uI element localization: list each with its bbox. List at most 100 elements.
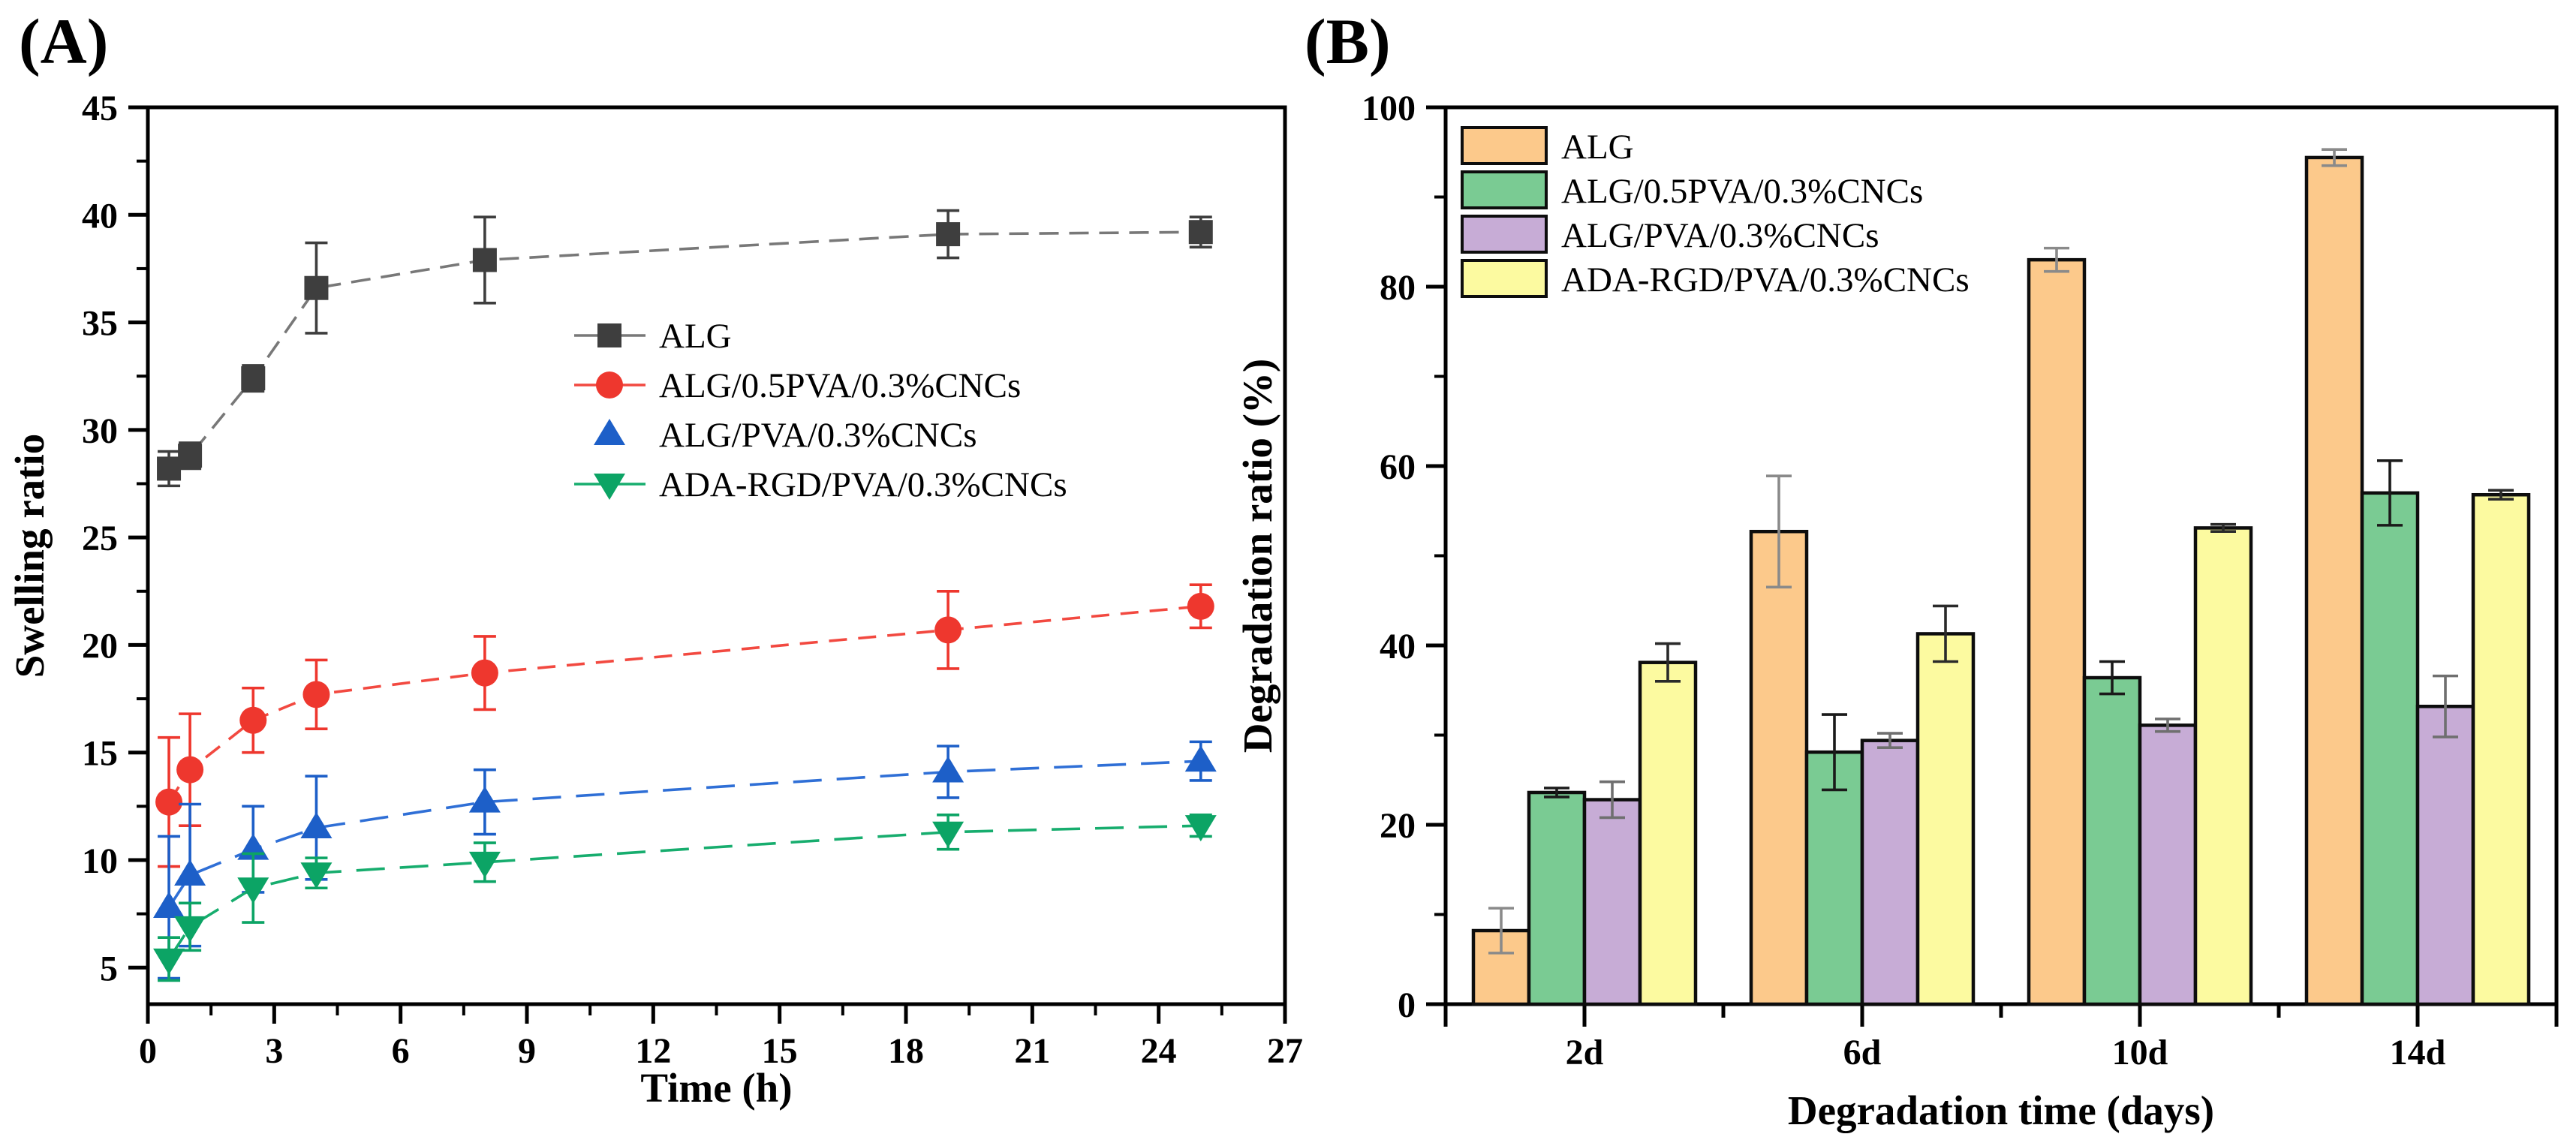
data-point-ADA-RGD/PVA/0.3%CNCs-2.5h (237, 877, 269, 904)
bar-14d-ALG/0.5PVA/0.3%CNCs (2360, 491, 2420, 1006)
data-point-ADA-RGD/PVA/0.3%CNCs-25h (1184, 815, 1217, 842)
panel-a-x-tick-label: 6 (392, 1031, 410, 1071)
panel-a-y-axis-title: Swelling ratio (7, 434, 53, 678)
data-point-ALG-1h (178, 444, 203, 468)
panel-b-x-tick-label: 6d (1843, 1033, 1882, 1072)
data-point-ALG/PVA/0.3%CNCs-0.5h (153, 892, 185, 919)
panel-a-y-tick-label: 15 (82, 734, 118, 774)
legend-swatch (1461, 215, 1548, 254)
legend-label: ALG/0.5PVA/0.3%CNCs (659, 366, 1021, 405)
panel-b-y-tick-label: 80 (1380, 268, 1416, 308)
panel-a-series-ALG/0.5PVA/0.3%CNCs (155, 583, 1214, 868)
panel-a-x-tick-label: 3 (265, 1031, 283, 1071)
bar-14d-ALG/PVA/0.3%CNCs (2415, 705, 2475, 1006)
legend-swatch (1461, 259, 1548, 298)
panel-a-x-tick-label: 21 (1014, 1031, 1050, 1071)
bar-10d-ALG/PVA/0.3%CNCs (2138, 723, 2198, 1006)
panel-a-legend-item-ADA-RGD/PVA/0.3%CNCs: ADA-RGD/PVA/0.3%CNCs (574, 465, 1067, 504)
data-point-ADA-RGD/PVA/0.3%CNCs-19h (932, 821, 964, 848)
legend-label: ALG (1561, 128, 1634, 167)
panel-b-y-axis-title: Degradation ratio (%) (1235, 359, 1280, 753)
data-point-ALG/0.5PVA/0.3%CNCs-1h (176, 756, 204, 784)
data-point-ALG-25h (1188, 220, 1213, 245)
data-point-ALG-0.5h (157, 456, 182, 481)
data-point-ALG/PVA/0.3%CNCs-1h (174, 859, 206, 886)
legend-label: ADA-RGD/PVA/0.3%CNCs (1561, 260, 1970, 299)
panel-a-tag: (A) (19, 5, 109, 77)
panel-a-y-tick-label: 10 (82, 841, 118, 881)
panel-a-x-axis-title: Time (h) (640, 1065, 792, 1111)
panel-b-x-axis-title: Degradation time (days) (1788, 1087, 2214, 1133)
panel-a-series-ALG/PVA/0.3%CNCs (153, 740, 1217, 980)
panel-a-x-tick-label: 27 (1267, 1031, 1303, 1071)
panel-a-y-tick-label: 40 (82, 196, 118, 236)
panel-a-y-tick-label: 5 (100, 949, 118, 988)
panel-a-series-ADA-RGD/PVA/0.3%CNCs (153, 814, 1217, 982)
panel-a-legend-item-ALG/PVA/0.3%CNCs: ALG/PVA/0.3%CNCs (594, 416, 977, 455)
legend-marker-triangle-down (594, 474, 625, 500)
data-point-ALG/0.5PVA/0.3%CNCs-25h (1187, 592, 1214, 620)
bar-2d-ADA-RGD/PVA/0.3%CNCs (1638, 660, 1698, 1006)
panel-b-y-tick-label: 20 (1380, 806, 1416, 846)
bar-6d-ALG (1749, 529, 1809, 1006)
panel-a-legend-item-ALG/0.5PVA/0.3%CNCs: ALG/0.5PVA/0.3%CNCs (574, 366, 1021, 405)
data-point-ALG/0.5PVA/0.3%CNCs-19h (934, 616, 962, 644)
data-point-ALG/PVA/0.3%CNCs-25h (1184, 745, 1217, 772)
bar-10d-ALG (2027, 257, 2087, 1006)
panel-b-x-tick-label: 14d (2390, 1033, 2446, 1072)
panel-b-legend-item-ALG/PVA/0.3%CNCs: ALG/PVA/0.3%CNCs (1461, 215, 1879, 255)
data-point-ALG-4h (304, 275, 329, 300)
panel-a-y-tick-label: 45 (82, 89, 118, 128)
panel-b-y-tick-label: 60 (1380, 447, 1416, 487)
data-point-ALG-2.5h (241, 366, 266, 391)
legend-swatch (1461, 170, 1548, 209)
data-point-ADA-RGD/PVA/0.3%CNCs-4h (300, 862, 333, 889)
bar-6d-ALG/PVA/0.3%CNCs (1860, 738, 1920, 1006)
panel-a-y-tick-label: 35 (82, 304, 118, 344)
panel-b-legend: ALG ALG/0.5PVA/0.3%CNCs ALG/PVA/0.3%CNCs AD… (1461, 126, 1970, 299)
data-point-ALG-8h (472, 248, 497, 272)
bar-6d-ALG/0.5PVA/0.3%CNCs (1804, 750, 1864, 1006)
bar-10d-ALG/0.5PVA/0.3%CNCs (2082, 675, 2142, 1006)
panel-a: 5 10 15 20 25 30 35 40 45 0 3 6 9 12 15 18 21 24 27 Time (h… (7, 89, 1303, 1111)
legend-marker-square (597, 323, 621, 347)
legend-label: ALG/PVA/0.3%CNCs (659, 416, 977, 455)
bar-14d-ADA-RGD/PVA/0.3%CNCs (2471, 492, 2531, 1006)
data-point-ALG/0.5PVA/0.3%CNCs-0.5h (155, 788, 183, 816)
panel-a-x-tick-label: 0 (139, 1031, 157, 1071)
data-point-ALG/PVA/0.3%CNCs-19h (932, 756, 964, 783)
data-point-ALG/0.5PVA/0.3%CNCs-8h (471, 659, 498, 687)
panel-b: 0 20 40 60 80 100 2d 6d 10d 14d Degradation time (… (1235, 89, 2559, 1133)
panel-a-y-tick-label: 20 (82, 626, 118, 666)
data-point-ALG-19h (936, 222, 961, 247)
panel-a-y-tick-label: 30 (82, 411, 118, 451)
bar-10d-ADA-RGD/PVA/0.3%CNCs (2193, 526, 2253, 1006)
panel-b-x-tick-label: 2d (1566, 1033, 1604, 1072)
data-point-ADA-RGD/PVA/0.3%CNCs-0.5h (153, 948, 185, 975)
panel-a-legend: ALG ALG/0.5PVA/0.3%CNCs ALG/PVA/0.3%CNCs AD… (574, 317, 1067, 504)
panel-b-x-tick-label: 10d (2112, 1033, 2168, 1072)
panel-a-x-tick-label: 9 (518, 1031, 536, 1071)
legend-label: ADA-RGD/PVA/0.3%CNCs (659, 465, 1067, 504)
panel-b-y-tick-label: 0 (1398, 985, 1416, 1025)
panel-b-legend-item-ALG/0.5PVA/0.3%CNCs: ALG/0.5PVA/0.3%CNCs (1461, 170, 1923, 211)
series-line (167, 824, 1201, 960)
legend-label: ALG/PVA/0.3%CNCs (1561, 216, 1879, 255)
panel-b-tag: (B) (1305, 5, 1391, 77)
bar-2d-ALG/0.5PVA/0.3%CNCs (1527, 790, 1587, 1006)
panel-a-x-tick-label: 24 (1141, 1031, 1177, 1071)
panel-a-legend-item-ALG: ALG (574, 317, 732, 356)
bar-6d-ADA-RGD/PVA/0.3%CNCs (1915, 632, 1976, 1006)
data-point-ALG/PVA/0.3%CNCs-4h (300, 812, 333, 839)
panel-a-x-tick-label: 18 (888, 1031, 924, 1071)
panel-a-x-tick-label: 15 (762, 1031, 798, 1071)
panel-b-y-tick-label: 100 (1362, 89, 1416, 128)
data-point-ALG/0.5PVA/0.3%CNCs-4h (302, 681, 330, 708)
legend-label: ALG/0.5PVA/0.3%CNCs (1561, 172, 1923, 211)
legend-marker-circle (596, 371, 623, 399)
data-point-ADA-RGD/PVA/0.3%CNCs-1h (174, 916, 206, 943)
panel-a-x-tick-label: 12 (635, 1031, 671, 1071)
data-point-ALG/PVA/0.3%CNCs-8h (468, 786, 501, 813)
